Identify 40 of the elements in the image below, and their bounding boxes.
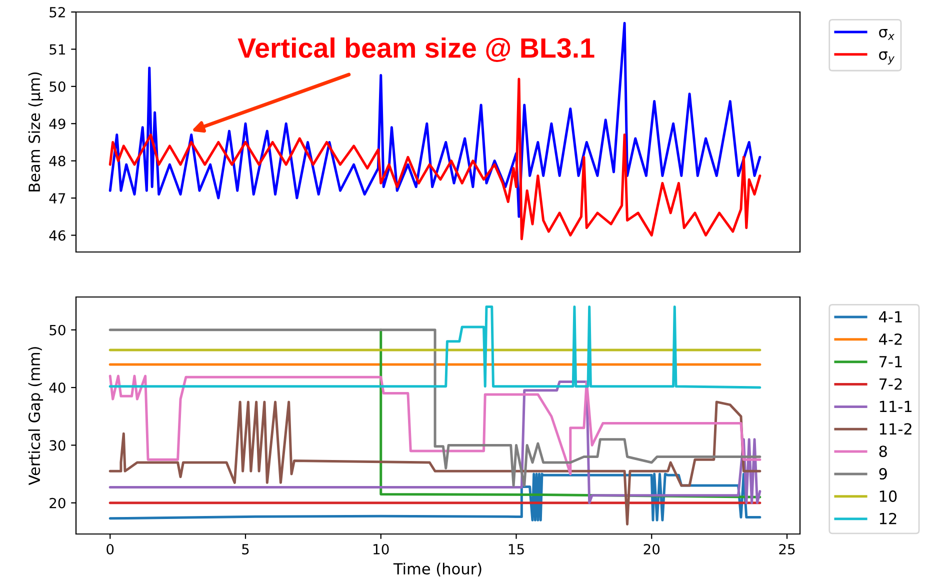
legend-label: 11-1	[880, 400, 912, 412]
y-axis-title: Beam Size (μm)	[28, 72, 44, 192]
y-tick-label: 49	[49, 118, 66, 130]
annotation: Vertical beam size @ BL3.1	[238, 37, 594, 62]
x-tick-label: 15	[508, 544, 524, 554]
line-series	[108, 380, 762, 504]
y-tick-label: 40	[49, 382, 66, 394]
y-tick-label: 30	[50, 440, 66, 451]
y-tick-label: 51	[50, 44, 65, 55]
line-series	[108, 22, 762, 218]
legend-label: σ$_{y}$	[879, 51, 895, 64]
y-axis-title: Vertical Gap (mm)	[28, 347, 44, 486]
y-tick-label: 46	[49, 230, 66, 241]
y-tick-label: 47	[49, 193, 66, 204]
line-series	[108, 374, 762, 476]
legend-label: 11-2	[880, 423, 912, 434]
legend-label: 4-2	[878, 333, 902, 345]
x-tick-label: 0	[106, 544, 114, 554]
x-tick-label: 20	[644, 544, 660, 554]
y-tick-label: 50	[50, 81, 66, 92]
x-tick-label: 25	[779, 544, 795, 554]
y-tick-label: 50	[50, 324, 66, 336]
legend-label: σ$_{x}$	[879, 28, 894, 40]
x-tick-label: 10	[374, 544, 389, 554]
x-axis-title: Time (hour)	[393, 562, 482, 576]
legend-label: 10	[880, 490, 897, 502]
line-series	[108, 328, 762, 487]
line-series	[108, 306, 762, 389]
line-series	[108, 400, 762, 526]
legend-label: 12	[880, 512, 896, 524]
line-series	[108, 78, 762, 240]
legend-label: 8	[879, 446, 887, 458]
legend-label: 7-1	[880, 356, 902, 368]
y-tick-label: 52	[50, 6, 65, 18]
legend-label: 9	[879, 468, 887, 480]
y-tick-label: 48	[49, 156, 66, 166]
legend-label: 4-1	[878, 311, 902, 322]
y-tick-label: 20	[50, 498, 66, 508]
legend-label: 7-2	[880, 378, 902, 390]
x-tick-label: 5	[242, 544, 249, 554]
